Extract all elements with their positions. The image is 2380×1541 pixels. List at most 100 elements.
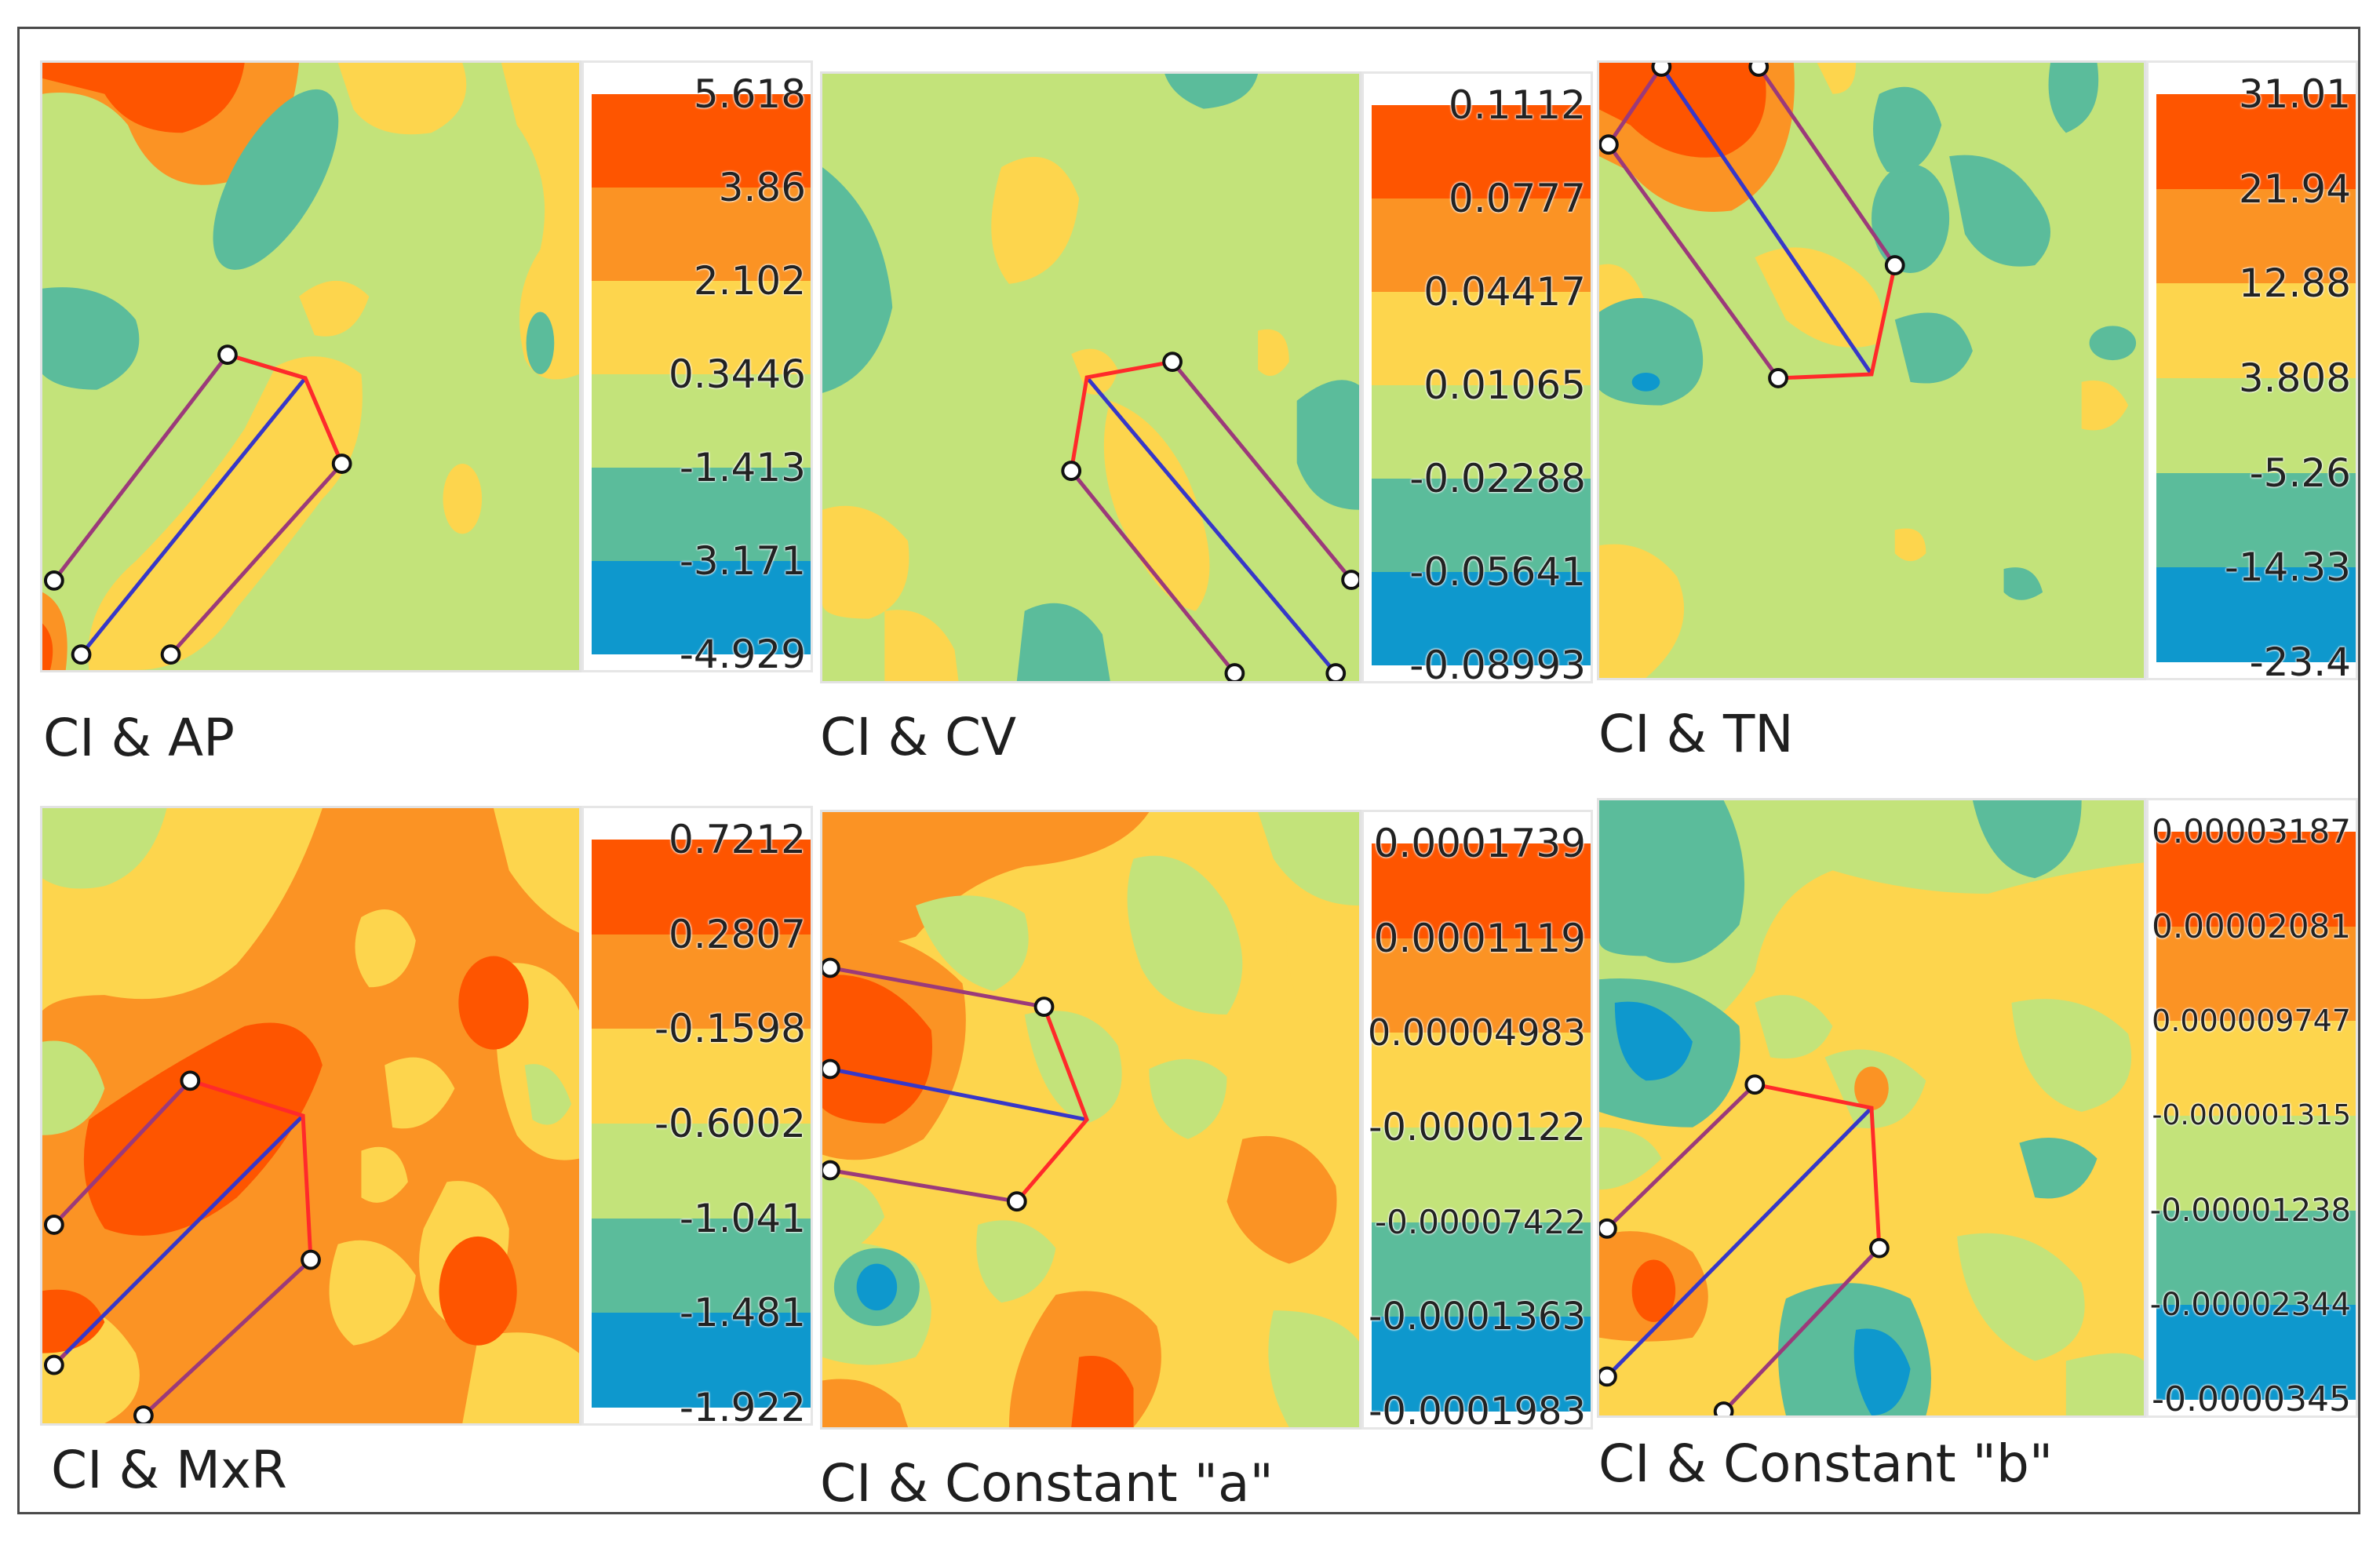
color-legend: 0.00003187 0.00002081 0.000009747 -0.000001… <box>2146 798 2358 1418</box>
panel-ci-constant-a: 0.0001739 0.0001119 0.00004983 -0.0000122 -0… <box>820 810 1593 1516</box>
legend-tick-label: -0.0000345 <box>2152 1379 2351 1418</box>
legend-tick-label: 0.000009747 <box>2152 1004 2351 1039</box>
legend-band <box>1372 572 1591 665</box>
panel-ci-cv: 0.1112 0.0777 0.04417 0.01065 -0.02288 -0.056… <box>820 71 1593 785</box>
panel-caption: CI & AP <box>43 708 235 768</box>
legend-band <box>1372 385 1591 479</box>
legend-tick-label: 2.102 <box>693 258 806 304</box>
contour-map <box>820 810 1361 1430</box>
legend-tick-label: 0.2807 <box>669 911 806 957</box>
legend-band <box>592 1029 811 1124</box>
legend-tick-label: -3.171 <box>679 538 806 584</box>
contour-map <box>1597 798 2146 1418</box>
legend-band <box>2156 1116 2356 1211</box>
legend-band <box>2156 1305 2356 1400</box>
legend-tick-label: -23.4 <box>2249 639 2351 680</box>
legend-tick-label: 5.618 <box>693 71 806 117</box>
legend-band <box>2156 472 2356 568</box>
legend-band <box>2156 926 2356 1022</box>
legend-band <box>592 1218 811 1313</box>
legend-tick-label: 0.00004983 <box>1367 1011 1586 1055</box>
legend-tick-label: -0.08993 <box>1409 643 1586 683</box>
legend-tick-label: -5.26 <box>2249 450 2351 496</box>
contour-map <box>40 806 581 1426</box>
legend-band <box>2156 283 2356 378</box>
legend-tick-label: -0.02288 <box>1409 456 1586 501</box>
legend-band <box>1372 843 1591 938</box>
legend-band <box>592 934 811 1029</box>
legend-band <box>2156 832 2356 927</box>
legend-tick-label: 3.808 <box>2238 355 2351 401</box>
legend-tick-label: -0.0000122 <box>1369 1106 1586 1149</box>
legend-band <box>1372 199 1591 292</box>
legend-tick-label: -0.000001315 <box>2152 1099 2351 1131</box>
contour-map <box>820 71 1361 683</box>
legend-band <box>592 468 811 561</box>
panel-ci-constant-b: 0.00003187 0.00002081 0.000009747 -0.000001… <box>1597 798 2358 1504</box>
panel-ci-mxr: 0.7212 0.2807 -0.1598 -0.6002 -1.041 -1.481 -1… <box>40 806 813 1512</box>
legend-tick-label: -1.922 <box>679 1385 806 1426</box>
legend-band <box>2156 1021 2356 1116</box>
legend-tick-label: 21.94 <box>2238 166 2351 212</box>
legend-band <box>2156 378 2356 473</box>
legend-band <box>592 1124 811 1219</box>
legend-tick-label: 0.0001739 <box>1373 821 1586 866</box>
contour-map <box>40 60 581 672</box>
panel-caption: CI & Constant "a" <box>820 1453 1274 1514</box>
color-legend: 5.618 3.86 2.102 0.3446 -1.413 -3.171 -4.929 <box>581 60 813 672</box>
legend-tick-label: -1.413 <box>679 445 806 490</box>
legend-tick-label: 0.1112 <box>1449 82 1586 128</box>
legend-tick-label: 0.7212 <box>669 817 806 862</box>
panel-caption: CI & MxR <box>51 1440 287 1500</box>
legend-band <box>592 188 811 281</box>
legend-tick-label: -1.481 <box>679 1290 806 1336</box>
legend-tick-label: -0.0001983 <box>1369 1390 1586 1430</box>
legend-band <box>1372 1128 1591 1222</box>
legend-tick-label: -0.00002344 <box>2149 1287 2351 1324</box>
color-legend: 0.1112 0.0777 0.04417 0.01065 -0.02288 -0.056… <box>1361 71 1593 683</box>
legend-band <box>2156 1210 2356 1306</box>
legend-band <box>1372 105 1591 199</box>
legend-tick-label: -0.0001363 <box>1369 1295 1586 1339</box>
legend-band <box>592 561 811 654</box>
legend-tick-label: 0.00002081 <box>2152 906 2351 945</box>
legend-band <box>592 374 811 468</box>
contour-map <box>1597 60 2146 680</box>
color-legend: 31.01 21.94 12.88 3.808 -5.26 -14.33 -23.4 <box>2146 60 2358 680</box>
legend-band <box>2156 188 2356 284</box>
figure-frame: 5.618 3.86 2.102 0.3446 -1.413 -3.171 -4.929 C… <box>17 27 2360 1514</box>
legend-band <box>1372 1317 1591 1412</box>
legend-band <box>592 94 811 188</box>
panel-caption: CI & Constant "b" <box>1598 1434 2054 1494</box>
legend-band <box>1372 479 1591 572</box>
legend-band <box>1372 1222 1591 1317</box>
legend-tick-label: -14.33 <box>2224 545 2351 591</box>
legend-tick-label: -0.00007422 <box>1374 1202 1586 1241</box>
legend-band <box>592 281 811 374</box>
legend-tick-label: 0.00003187 <box>2152 812 2351 851</box>
legend-band <box>592 1313 811 1408</box>
legend-band <box>1372 1033 1591 1128</box>
legend-tick-label: -4.929 <box>679 632 806 672</box>
legend-tick-label: 0.01065 <box>1423 362 1586 408</box>
legend-band <box>1372 292 1591 385</box>
legend-tick-label: 3.86 <box>718 165 806 210</box>
panel-caption: CI & CV <box>820 707 1017 767</box>
legend-tick-label: -0.05641 <box>1409 549 1586 595</box>
legend-band <box>2156 94 2356 189</box>
legend-tick-label: 31.01 <box>2238 71 2351 117</box>
legend-tick-label: 0.3446 <box>669 352 806 397</box>
legend-tick-label: 0.0001119 <box>1373 915 1586 961</box>
legend-band <box>1372 938 1591 1033</box>
legend-tick-label: -1.041 <box>679 1195 806 1241</box>
legend-tick-label: -0.1598 <box>654 1006 806 1052</box>
legend-tick-label: -0.6002 <box>654 1101 806 1146</box>
panel-ci-ap: 5.618 3.86 2.102 0.3446 -1.413 -3.171 -4.929 C… <box>40 60 813 774</box>
color-legend: 0.7212 0.2807 -0.1598 -0.6002 -1.041 -1.481 -1… <box>581 806 813 1426</box>
panel-caption: CI & TN <box>1598 704 1794 764</box>
legend-tick-label: 0.0777 <box>1449 176 1586 221</box>
legend-tick-label: 12.88 <box>2238 260 2351 307</box>
legend-band <box>2156 567 2356 662</box>
legend-band <box>592 840 811 934</box>
legend-tick-label: -0.00001238 <box>2149 1192 2351 1229</box>
